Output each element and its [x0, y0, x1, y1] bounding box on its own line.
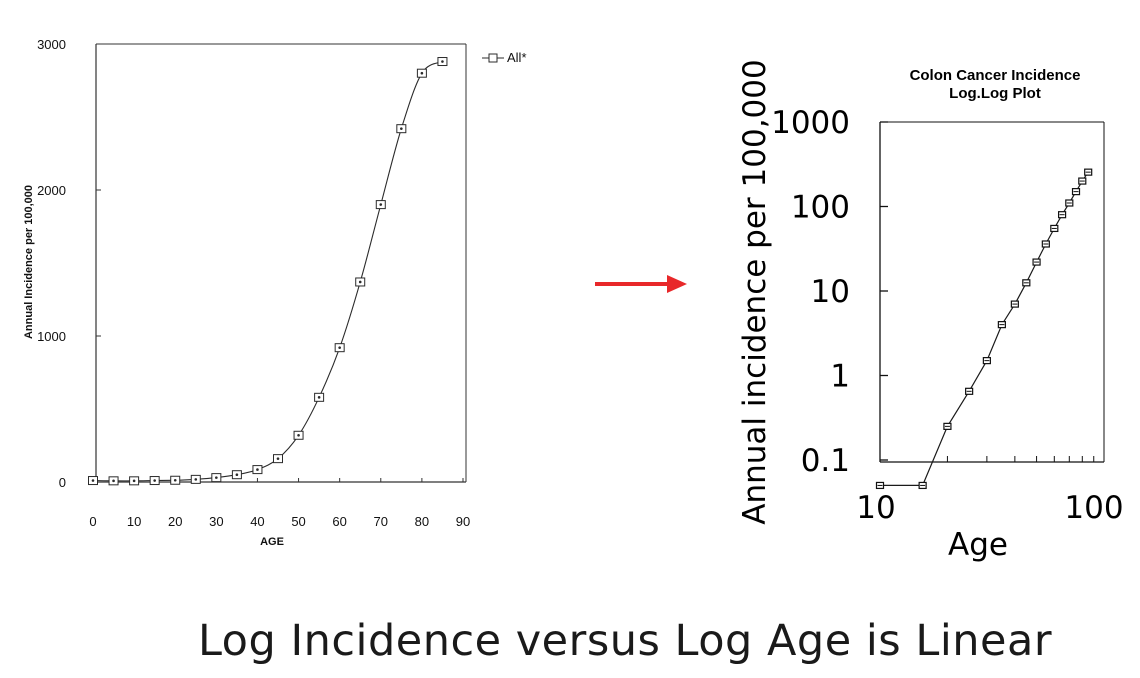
linear-x-tick-label: 50: [291, 514, 305, 529]
linear-x-tick-label: 0: [89, 514, 96, 529]
linear-data-point-dot: [112, 479, 115, 483]
linear-y-tick-label: 1000: [37, 329, 66, 344]
slide-caption: Log Incidence versus Log Age is Linear: [197, 616, 1053, 666]
loglog-x-axis-label: Age: [948, 527, 1008, 563]
loglog-y-tick-label: 0.1: [801, 443, 850, 479]
linear-data-point-dot: [194, 478, 198, 481]
linear-y-tick-label: 0: [59, 475, 66, 490]
linear-data-point-dot: [215, 476, 218, 479]
linear-data-point-dot: [379, 203, 383, 206]
linear-legend: All*: [482, 50, 527, 65]
linear-x-tick-label: 80: [415, 514, 429, 529]
linear-x-tick-label: 40: [250, 514, 264, 529]
loglog-y-tick-label: 1000: [771, 105, 850, 141]
linear-x-tick-label: 20: [168, 514, 182, 529]
loglog-chart: Colon Cancer Incidence Log.Log Plot 0.11…: [737, 59, 1124, 563]
linear-data-point-dot: [276, 457, 280, 460]
loglog-y-tick-label: 100: [791, 190, 850, 226]
linear-x-ticks: 0 10 20 30 40 50 60 70 80 90: [89, 478, 470, 529]
loglog-x-tick-label: 10: [856, 490, 895, 526]
linear-x-axis-label: AGE: [260, 536, 284, 548]
linear-y-tick-label: 3000: [37, 37, 66, 52]
linear-data-point-dot: [297, 433, 300, 437]
linear-x-tick-label: 30: [209, 514, 223, 529]
legend-entry: All*: [507, 50, 527, 65]
linear-data-point-dot: [400, 127, 403, 130]
linear-y-ticks: 0 1000 2000 3000: [37, 37, 101, 490]
legend-marker-sample: [488, 53, 498, 63]
loglog-subtitle: Log.Log Plot: [949, 85, 1041, 102]
linear-y-axis-label: Annual Incidence per 100,000: [23, 185, 35, 339]
linear-data-point-dot: [420, 71, 424, 75]
linear-data-point-dot: [441, 60, 444, 63]
linear-series-line: [92, 60, 443, 482]
linear-data-point-dot: [256, 468, 259, 471]
linear-data-point-dot: [338, 346, 341, 349]
linear-data-point-dot: [358, 280, 362, 284]
linear-series-points: [88, 57, 448, 486]
linear-data-point-dot: [317, 396, 321, 399]
loglog-x-tick-label: 100: [1064, 490, 1123, 526]
linear-data-point-dot: [132, 479, 136, 483]
loglog-y-ticks: 0.1 1 10 100 1000: [771, 105, 888, 479]
loglog-series-line: [880, 171, 1089, 486]
linear-data-point-dot: [153, 479, 156, 482]
linear-x-tick-label: 90: [456, 514, 470, 529]
loglog-y-tick-label: 1: [830, 359, 850, 395]
linear-data-point-dot: [173, 478, 177, 482]
loglog-y-tick-label: 10: [811, 274, 850, 310]
loglog-y-axis-label: Annual incidence per 100,000: [737, 59, 773, 524]
linear-data-point-dot: [235, 473, 239, 477]
linear-y-tick-label: 2000: [37, 183, 66, 198]
red-arrow-icon: [595, 275, 687, 293]
loglog-series-points: [875, 168, 1093, 490]
linear-x-tick-label: 70: [374, 514, 388, 529]
linear-x-tick-label: 60: [332, 514, 346, 529]
loglog-x-ticks: 10 100: [856, 456, 1124, 526]
loglog-title: Colon Cancer Incidence: [910, 67, 1081, 84]
linear-x-tick-label: 10: [127, 514, 141, 529]
linear-data-point-dot: [91, 479, 95, 482]
linear-chart: 0 1000 2000 3000 0 10 20 30 40 50 60 70 80 90 AGE An…: [23, 37, 527, 548]
